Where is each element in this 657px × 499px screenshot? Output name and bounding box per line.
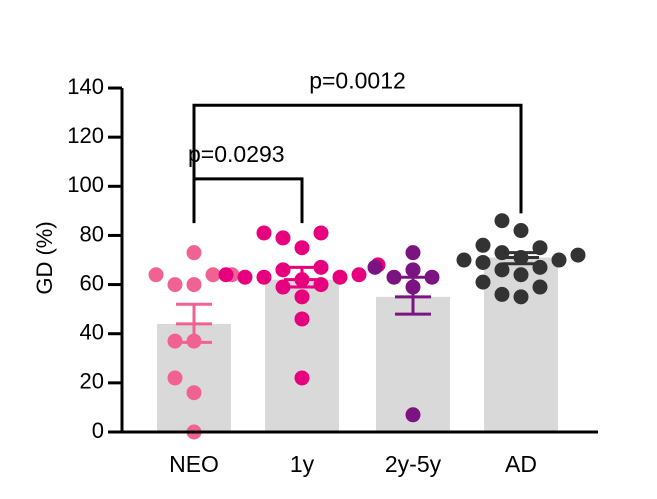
data-point — [294, 311, 310, 327]
axes: 0 20 40 60 80 100 120 140 NEO 1y 2y-5y AD — [67, 74, 598, 477]
y-tick-label: 80 — [80, 221, 104, 246]
data-point — [167, 370, 183, 386]
x-tick-label: 1y — [290, 451, 315, 477]
data-point — [532, 279, 548, 295]
data-point — [475, 237, 491, 253]
data-point — [475, 274, 491, 290]
data-point — [513, 267, 529, 283]
data-point — [294, 289, 310, 305]
data-point — [475, 254, 491, 270]
data-point — [275, 230, 291, 246]
data-point — [294, 240, 310, 256]
bar-1y — [265, 279, 339, 432]
data-point — [294, 370, 310, 386]
p-value-label: p=0.0012 — [309, 67, 406, 93]
y-tick-label: 40 — [80, 320, 104, 345]
significance-annotations: p=0.0293 p=0.0012 — [188, 67, 523, 224]
data-point — [570, 247, 586, 263]
data-point — [256, 225, 272, 241]
points-layer — [148, 213, 586, 440]
y-tick-label: 140 — [67, 74, 104, 99]
p-value-label: p=0.0293 — [188, 141, 285, 167]
data-point — [494, 286, 510, 302]
data-point — [405, 407, 421, 423]
data-point — [275, 279, 291, 295]
data-point — [513, 289, 529, 305]
data-point — [424, 269, 440, 285]
data-point — [167, 333, 183, 349]
data-point — [167, 277, 183, 293]
data-point — [405, 262, 421, 278]
data-point — [332, 269, 348, 285]
data-point — [256, 269, 272, 285]
data-point — [456, 252, 472, 268]
x-tick-label: 2y-5y — [385, 451, 442, 477]
data-point — [313, 225, 329, 241]
data-point — [275, 262, 291, 278]
data-point — [405, 245, 421, 261]
significance-bracket — [192, 103, 523, 214]
y-tick-label: 0 — [92, 418, 104, 443]
data-point — [351, 267, 367, 283]
error-bars-layer — [176, 251, 539, 344]
data-point — [237, 269, 253, 285]
data-point — [386, 269, 402, 285]
data-point — [313, 259, 329, 275]
y-axis-title: GD (%) — [32, 221, 57, 294]
bars-layer — [157, 257, 558, 432]
data-point — [186, 385, 202, 401]
y-tick-label: 60 — [80, 270, 104, 295]
y-tick-label: 100 — [67, 172, 104, 197]
significance-bracket — [192, 177, 304, 224]
y-tick-label: 120 — [67, 123, 104, 148]
data-point — [532, 259, 548, 275]
data-point — [186, 277, 202, 293]
bar-ad — [484, 257, 558, 432]
x-tick-label: AD — [505, 451, 537, 477]
y-tick-label: 20 — [80, 369, 104, 394]
data-point — [148, 267, 164, 283]
data-point — [513, 223, 529, 239]
data-point — [205, 267, 221, 283]
data-point — [367, 259, 383, 275]
data-point — [494, 213, 510, 229]
x-tick-label: NEO — [169, 451, 219, 477]
data-point — [551, 252, 567, 268]
data-point — [218, 267, 234, 283]
data-point — [186, 245, 202, 261]
data-point — [494, 262, 510, 278]
